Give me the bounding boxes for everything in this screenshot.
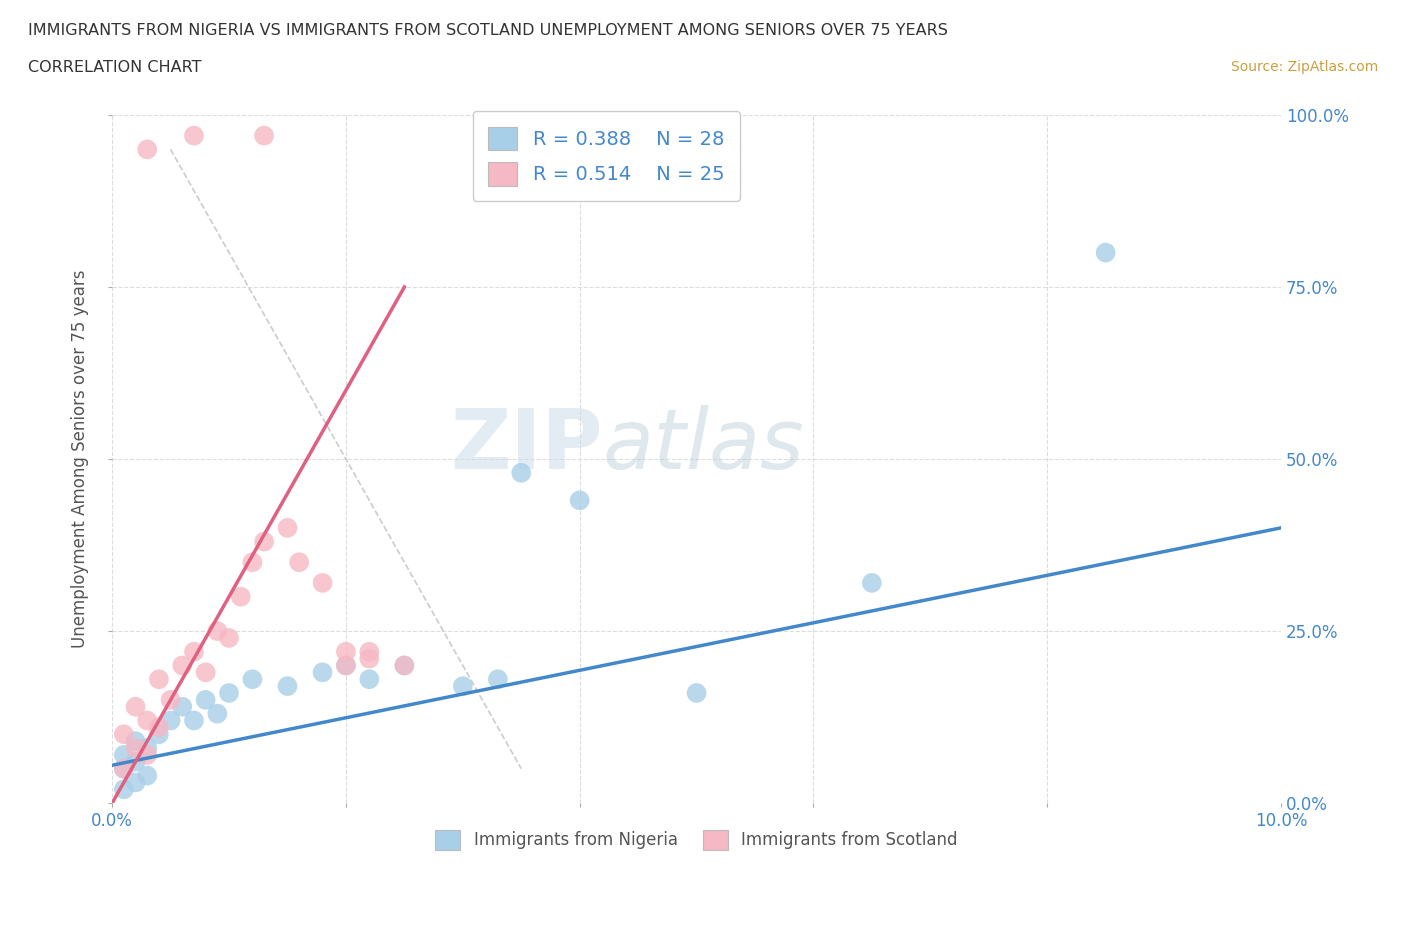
Point <box>112 762 135 777</box>
Point <box>359 671 381 686</box>
Text: Source: ZipAtlas.com: Source: ZipAtlas.com <box>1230 60 1378 74</box>
Point <box>276 521 298 536</box>
Point <box>1094 246 1116 260</box>
Point <box>112 762 135 777</box>
Point <box>335 658 357 673</box>
Point <box>136 142 159 157</box>
Point <box>136 768 159 783</box>
Point <box>207 624 229 639</box>
Point <box>124 754 146 769</box>
Text: IMMIGRANTS FROM NIGERIA VS IMMIGRANTS FROM SCOTLAND UNEMPLOYMENT AMONG SENIORS O: IMMIGRANTS FROM NIGERIA VS IMMIGRANTS FR… <box>28 23 948 38</box>
Point <box>112 727 135 742</box>
Point <box>288 555 311 570</box>
Point <box>124 699 146 714</box>
Text: CORRELATION CHART: CORRELATION CHART <box>28 60 201 75</box>
Point <box>112 782 135 797</box>
Point <box>394 658 416 673</box>
Point <box>242 555 264 570</box>
Point <box>685 685 707 700</box>
Point <box>136 713 159 728</box>
Point <box>335 658 357 673</box>
Point <box>253 534 276 549</box>
Point <box>148 727 170 742</box>
Y-axis label: Unemployment Among Seniors over 75 years: Unemployment Among Seniors over 75 years <box>72 270 89 648</box>
Point <box>486 671 509 686</box>
Point <box>172 699 194 714</box>
Point <box>229 590 252 604</box>
Point <box>124 740 146 755</box>
Point <box>510 465 533 480</box>
Point <box>276 679 298 694</box>
Point <box>311 665 333 680</box>
Point <box>218 631 240 645</box>
Point <box>451 679 474 694</box>
Point <box>359 644 381 659</box>
Point <box>218 685 240 700</box>
Point <box>183 713 205 728</box>
Point <box>253 128 276 143</box>
Point <box>359 651 381 666</box>
Point <box>148 671 170 686</box>
Point <box>194 693 217 708</box>
Point <box>112 748 135 763</box>
Point <box>394 658 416 673</box>
Point <box>311 576 333 591</box>
Point <box>159 713 181 728</box>
Point <box>183 128 205 143</box>
Text: ZIP: ZIP <box>450 405 603 485</box>
Text: atlas: atlas <box>603 405 804 485</box>
Point <box>136 748 159 763</box>
Point <box>124 734 146 749</box>
Point <box>207 706 229 721</box>
Legend: Immigrants from Nigeria, Immigrants from Scotland: Immigrants from Nigeria, Immigrants from… <box>429 823 965 857</box>
Point <box>148 720 170 735</box>
Point <box>124 775 146 790</box>
Point <box>335 644 357 659</box>
Point <box>159 693 181 708</box>
Point <box>183 644 205 659</box>
Point <box>172 658 194 673</box>
Point <box>242 671 264 686</box>
Point <box>136 740 159 755</box>
Point <box>194 665 217 680</box>
Point <box>860 576 883 591</box>
Point <box>568 493 591 508</box>
